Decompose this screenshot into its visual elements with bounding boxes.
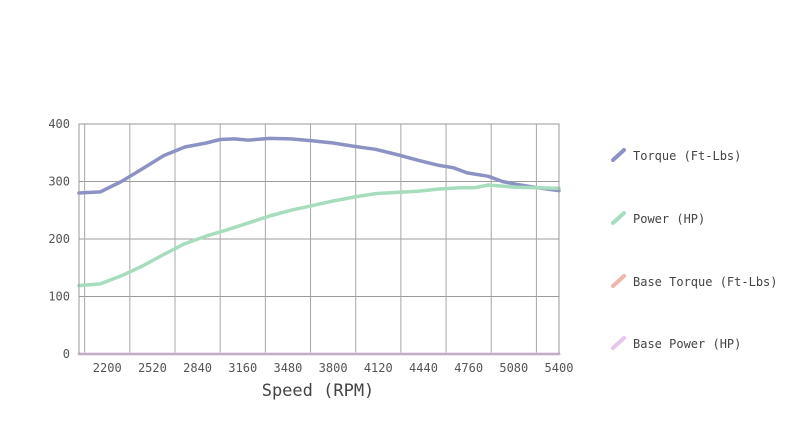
y-tick-label: 0 (63, 347, 70, 361)
x-tick-label: 2840 (183, 361, 212, 375)
x-tick-label: 4120 (364, 361, 393, 375)
x-tick-label: 3160 (228, 361, 257, 375)
legend-swatch (611, 274, 626, 288)
y-tick-labels: 0 100 200 300 400 (48, 117, 70, 361)
legend-label: Base Power (HP) (633, 337, 741, 351)
y-tick-label: 300 (48, 175, 70, 189)
legend: Torque (Ft-Lbs) Power (HP) Base Torque (Ft… (611, 148, 778, 351)
x-tick-labels: 2200 2520 2840 3160 3480 3800 4120 4440 4760 5080… (93, 361, 574, 375)
x-tick-label: 5080 (499, 361, 528, 375)
x-tick-label: 3480 (273, 361, 302, 375)
legend-swatch (611, 148, 626, 162)
legend-label: Power (HP) (633, 212, 705, 226)
x-tick-label: 5400 (545, 361, 574, 375)
legend-label: Torque (Ft-Lbs) (633, 149, 741, 163)
legend-swatch (611, 211, 626, 225)
x-tick-label: 2520 (138, 361, 167, 375)
x-tick-label: 3800 (319, 361, 348, 375)
x-tick-label: 4440 (409, 361, 438, 375)
y-tick-label: 100 (48, 290, 70, 304)
x-tick-label: 2200 (93, 361, 122, 375)
y-tick-label: 200 (48, 232, 70, 246)
legend-label: Base Torque (Ft-Lbs) (633, 275, 778, 289)
x-axis-title: Speed (RPM) (262, 381, 375, 401)
legend-swatch (611, 336, 626, 350)
x-tick-label: 4760 (454, 361, 483, 375)
series-line-1 (77, 183, 561, 288)
plot-frame (78, 123, 560, 355)
series-line-0 (77, 136, 561, 195)
y-tick-label: 400 (48, 117, 70, 131)
grid (79, 123, 559, 355)
